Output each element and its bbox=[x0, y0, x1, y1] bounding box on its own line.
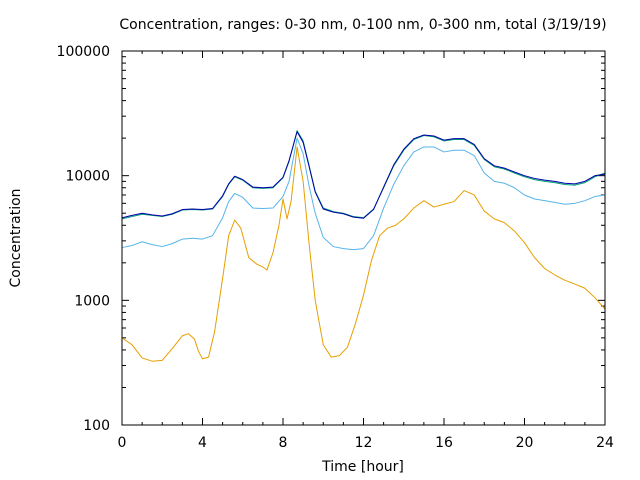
x-tick-label: 4 bbox=[198, 435, 207, 451]
series-layer bbox=[121, 130, 606, 362]
y-axis-label: Concentration bbox=[8, 188, 24, 287]
chart-title: Concentration, ranges: 0-30 nm, 0-100 nm… bbox=[119, 17, 606, 33]
series-line-2 bbox=[121, 137, 606, 251]
series-line-3 bbox=[121, 130, 606, 220]
x-tick-label: 0 bbox=[118, 435, 127, 451]
y-tick-label: 100 bbox=[83, 418, 110, 434]
plot-frame bbox=[121, 50, 606, 426]
x-tick-label: 12 bbox=[355, 435, 373, 451]
x-tick-label: 20 bbox=[516, 435, 534, 451]
x-axis-label: Time [hour] bbox=[321, 459, 404, 475]
axis-ticks: 0 4 8 12 16 20 24 100 1000 10000 100000 bbox=[57, 44, 614, 451]
y-tick-label: 10000 bbox=[65, 169, 110, 185]
y-tick-label: 1000 bbox=[74, 293, 110, 309]
y-tick-label: 100000 bbox=[57, 44, 110, 60]
x-tick-label: 16 bbox=[435, 435, 453, 451]
x-tick-label: 8 bbox=[279, 435, 288, 451]
series-line-4 bbox=[121, 131, 606, 219]
x-tick-label: 24 bbox=[596, 435, 614, 451]
series-line-1 bbox=[121, 146, 606, 362]
